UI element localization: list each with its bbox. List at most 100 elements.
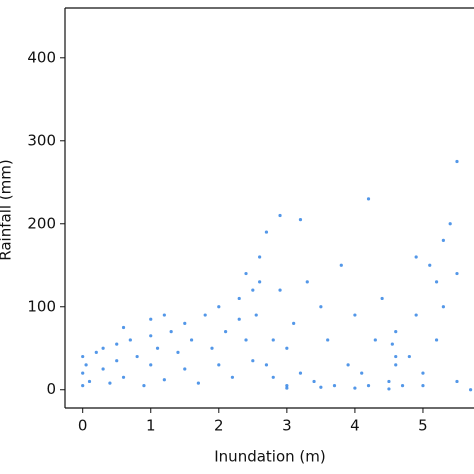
point [428,263,432,267]
point [264,230,269,234]
point [203,313,207,317]
x-tick-label: 2 [214,417,224,435]
point [84,363,88,367]
point [237,296,241,301]
point [258,255,262,259]
point [169,330,173,334]
x-tick-label: 3 [282,417,292,435]
x-tick-label: 4 [350,417,360,435]
point [149,317,153,321]
point [244,271,248,276]
point [421,383,425,388]
point [394,330,398,334]
point [421,371,425,375]
x-tick-label: 0 [78,417,88,435]
point [298,371,303,375]
point [298,218,303,222]
point [285,346,289,350]
point [162,378,166,382]
point [135,354,139,359]
point [196,381,200,385]
point [414,255,418,259]
point [81,371,85,375]
point [319,385,323,389]
point [87,379,92,384]
point [244,338,248,342]
point [455,379,459,384]
point [441,238,445,242]
point [292,321,296,325]
point [305,280,309,284]
point [366,383,371,388]
point [121,375,126,379]
point [217,363,221,367]
y-tick-label: 100 [27,297,56,315]
point [149,334,153,338]
y-tick-label: 0 [46,380,56,398]
point [81,354,85,359]
point [353,386,357,390]
point [285,383,289,388]
point [101,346,105,350]
point [394,363,398,367]
x-tick-label: 5 [418,417,428,435]
y-tick-label: 300 [27,131,56,149]
point [390,342,394,346]
point [230,375,235,379]
point [394,354,398,359]
point [373,338,377,342]
point [149,363,153,367]
point [271,375,275,379]
point [319,305,323,309]
point [285,386,289,390]
point [387,379,391,384]
point [176,350,180,354]
point [353,313,357,317]
point [400,383,405,388]
point [183,321,187,325]
point [271,338,275,342]
point [183,367,187,371]
y-axis-label: Rainfall (mm) [0,159,15,260]
point [115,342,119,346]
point [326,338,330,342]
point [312,379,316,384]
point [189,338,194,342]
point [339,263,343,267]
point [81,383,85,388]
point [108,381,112,385]
point [380,296,384,301]
point [366,197,371,201]
y-tick-label: 200 [27,214,56,232]
point [278,213,282,218]
point [387,387,391,391]
point [346,363,350,367]
point [142,383,146,388]
x-axis-label: Inundation (m) [214,448,325,466]
y-tick-label: 400 [27,48,56,66]
point [115,359,119,363]
point [455,159,459,164]
point [128,338,132,342]
point [407,354,411,359]
point [101,367,105,371]
point [251,288,255,292]
point [278,288,282,292]
point [237,317,241,321]
point [155,346,160,350]
point [434,338,439,342]
point [360,371,364,375]
point [434,280,439,284]
point [251,359,255,363]
point [264,363,269,367]
point [224,330,228,334]
point [258,280,262,284]
point [332,383,337,388]
point [448,222,452,226]
point [162,313,166,317]
point [468,388,473,392]
point [441,305,445,309]
point [217,305,221,309]
